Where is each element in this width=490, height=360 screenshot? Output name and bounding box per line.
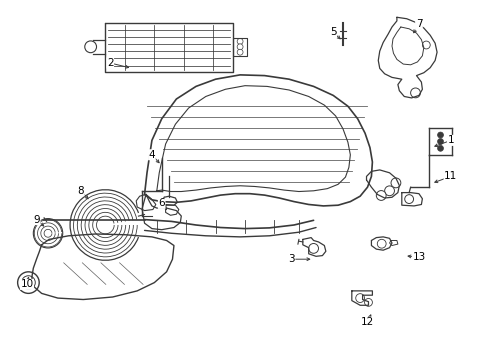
Text: 12: 12 [361, 317, 374, 327]
Circle shape [365, 298, 372, 306]
Circle shape [391, 178, 401, 188]
Text: 2: 2 [107, 58, 114, 68]
Circle shape [405, 195, 414, 203]
Circle shape [237, 39, 243, 44]
Text: 1: 1 [447, 135, 454, 145]
Circle shape [422, 41, 430, 49]
Circle shape [438, 145, 443, 151]
Circle shape [85, 41, 97, 53]
Circle shape [356, 294, 365, 302]
Circle shape [237, 44, 243, 50]
Circle shape [438, 132, 443, 138]
Text: 13: 13 [412, 252, 426, 262]
Text: 10: 10 [21, 279, 33, 289]
Text: 4: 4 [148, 150, 155, 160]
Circle shape [438, 139, 443, 144]
Text: 8: 8 [77, 186, 84, 196]
Circle shape [377, 239, 386, 248]
Text: 11: 11 [444, 171, 458, 181]
Text: 9: 9 [33, 215, 40, 225]
Circle shape [411, 88, 420, 98]
Text: 3: 3 [288, 254, 295, 264]
Text: 7: 7 [416, 19, 422, 30]
Circle shape [237, 49, 243, 55]
Text: 6: 6 [158, 198, 165, 208]
Circle shape [309, 243, 318, 253]
Circle shape [385, 186, 394, 196]
Text: 5: 5 [330, 27, 337, 37]
Circle shape [376, 190, 386, 201]
